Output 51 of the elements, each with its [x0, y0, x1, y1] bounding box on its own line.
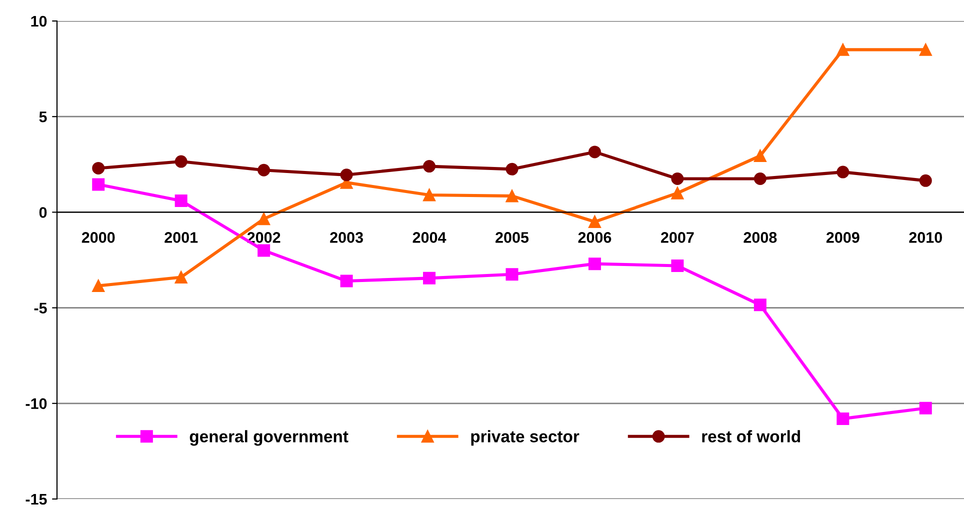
x-tick-label: 2005	[496, 232, 529, 243]
point	[174, 270, 188, 284]
x-tick-label: 2006	[578, 232, 612, 243]
y-tick-label: 10	[31, 16, 47, 27]
point	[588, 258, 601, 270]
x-tick-label: 2000	[82, 232, 115, 243]
y-tick-label: -15	[26, 494, 47, 505]
point	[258, 164, 270, 176]
point	[836, 43, 850, 56]
point	[588, 146, 601, 158]
point	[258, 244, 270, 257]
point	[836, 166, 850, 178]
legend-label: rest of world	[702, 430, 800, 442]
point	[506, 190, 518, 202]
legend-label: general government	[190, 430, 348, 446]
point	[754, 298, 766, 312]
point	[919, 43, 932, 56]
point	[754, 150, 766, 162]
point	[671, 172, 684, 185]
point	[423, 188, 436, 202]
y-tick-label: -10	[26, 398, 47, 410]
x-tick-label: 2004	[412, 232, 446, 243]
point	[258, 212, 270, 226]
point	[836, 412, 850, 425]
point	[671, 259, 684, 272]
point	[919, 174, 932, 187]
y-tick-label: -5	[34, 302, 47, 314]
point	[423, 272, 436, 284]
point	[340, 274, 353, 288]
point	[506, 268, 518, 281]
x-tick-label: 2001	[164, 232, 198, 243]
point	[423, 160, 436, 173]
point	[174, 194, 188, 207]
x-tick-label: 2007	[660, 232, 694, 243]
point	[919, 402, 932, 414]
point	[506, 162, 518, 176]
point	[340, 168, 353, 182]
y-tick-label: 5	[39, 112, 47, 122]
point	[174, 155, 188, 168]
x-tick-label: 2010	[909, 232, 942, 243]
point	[754, 172, 766, 185]
legend-label: private sector	[471, 430, 580, 446]
x-tick-label: 2008	[744, 232, 777, 243]
point	[92, 280, 105, 292]
x-tick-label: 2003	[330, 232, 363, 243]
point	[92, 162, 105, 174]
point	[588, 216, 601, 228]
y-tick-label: 0	[39, 207, 47, 218]
point	[671, 186, 684, 200]
x-tick-label: 2009	[826, 232, 860, 243]
point	[92, 178, 105, 191]
